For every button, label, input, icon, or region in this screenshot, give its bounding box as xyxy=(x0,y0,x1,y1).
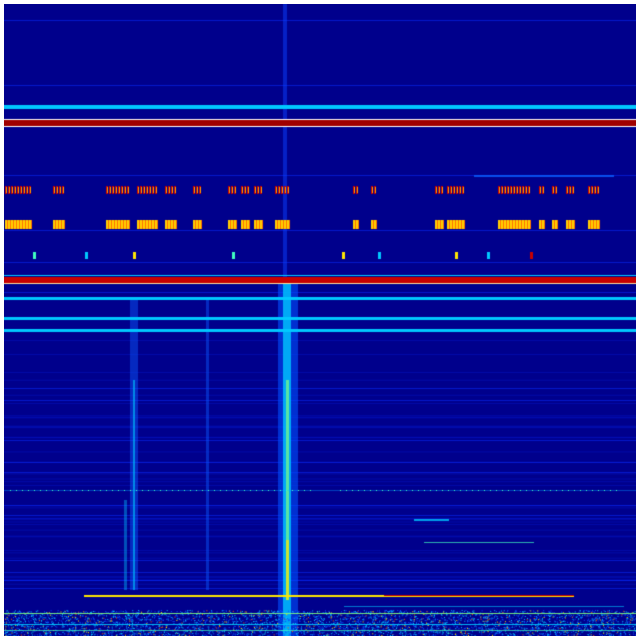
spectrogram-image xyxy=(4,4,636,636)
spectrogram-canvas xyxy=(4,4,636,636)
